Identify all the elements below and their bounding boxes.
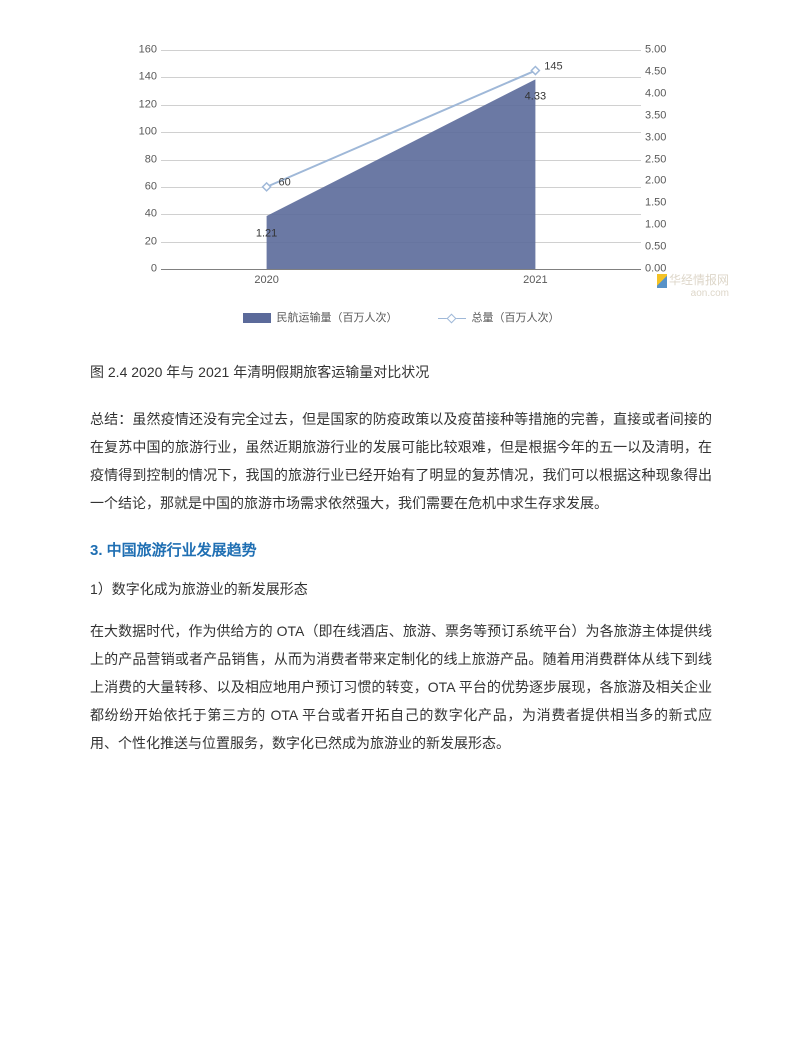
x-tick: 2021 [523, 270, 547, 291]
summary-label: 总结： [90, 411, 132, 427]
line-value-label: 60 [278, 172, 290, 193]
legend-label-area: 民航运输量（百万人次） [277, 308, 398, 329]
y-right-tick: 1.00 [645, 215, 679, 236]
line-series [161, 50, 641, 269]
y-right-tick: 0.50 [645, 237, 679, 258]
y-right-tick: 1.50 [645, 193, 679, 214]
y-right-tick: 5.00 [645, 40, 679, 61]
y-left-tick: 60 [125, 176, 157, 197]
summary-paragraph: 总结：虽然疫情还没有完全过去，但是国家的防疫政策以及疫苗接种等措施的完善，直接或… [90, 405, 712, 517]
y-left-tick: 100 [125, 122, 157, 143]
y-right-tick: 3.50 [645, 105, 679, 126]
y-left-tick: 160 [125, 40, 157, 61]
section-heading-3: 3. 中国旅游行业发展趋势 [90, 537, 712, 566]
y-right-tick: 4.00 [645, 83, 679, 104]
chart-legend: 民航运输量（百万人次） 总量（百万人次） [121, 308, 681, 329]
y-left-tick: 120 [125, 94, 157, 115]
chart-plot-area: 0204060801001201401600.000.501.001.502.0… [121, 40, 681, 300]
watermark-url: aon.com [657, 288, 729, 300]
y-left-tick: 40 [125, 204, 157, 225]
paragraph-1: 在大数据时代，作为供给方的 OTA（即在线酒店、旅游、票务等预订系统平台）为各旅… [90, 617, 712, 757]
legend-item-line: 总量（百万人次） [438, 308, 560, 329]
y-right-tick: 4.50 [645, 61, 679, 82]
y-left-tick: 0 [125, 259, 157, 280]
watermark: 华经情报网 aon.com [657, 273, 729, 300]
figure-caption: 图 2.4 2020 年与 2021 年清明假期旅客运输量对比状况 [90, 359, 712, 386]
summary-text: 虽然疫情还没有完全过去，但是国家的防疫政策以及疫苗接种等措施的完善，直接或者间接… [90, 411, 712, 511]
chart-container: 0204060801001201401600.000.501.001.502.0… [121, 40, 681, 329]
y-left-tick: 80 [125, 149, 157, 170]
watermark-brand: 华经情报网 [669, 273, 729, 287]
y-right-tick: 2.00 [645, 171, 679, 192]
subsection-1: 1）数字化成为旅游业的新发展形态 [90, 576, 712, 603]
legend-label-line: 总量（百万人次） [472, 308, 560, 329]
y-left-tick: 140 [125, 67, 157, 88]
y-right-tick: 2.50 [645, 149, 679, 170]
y-left-tick: 20 [125, 231, 157, 252]
x-tick: 2020 [254, 270, 278, 291]
line-value-label: 145 [544, 56, 562, 77]
y-right-tick: 3.00 [645, 127, 679, 148]
legend-item-area: 民航运输量（百万人次） [243, 308, 398, 329]
